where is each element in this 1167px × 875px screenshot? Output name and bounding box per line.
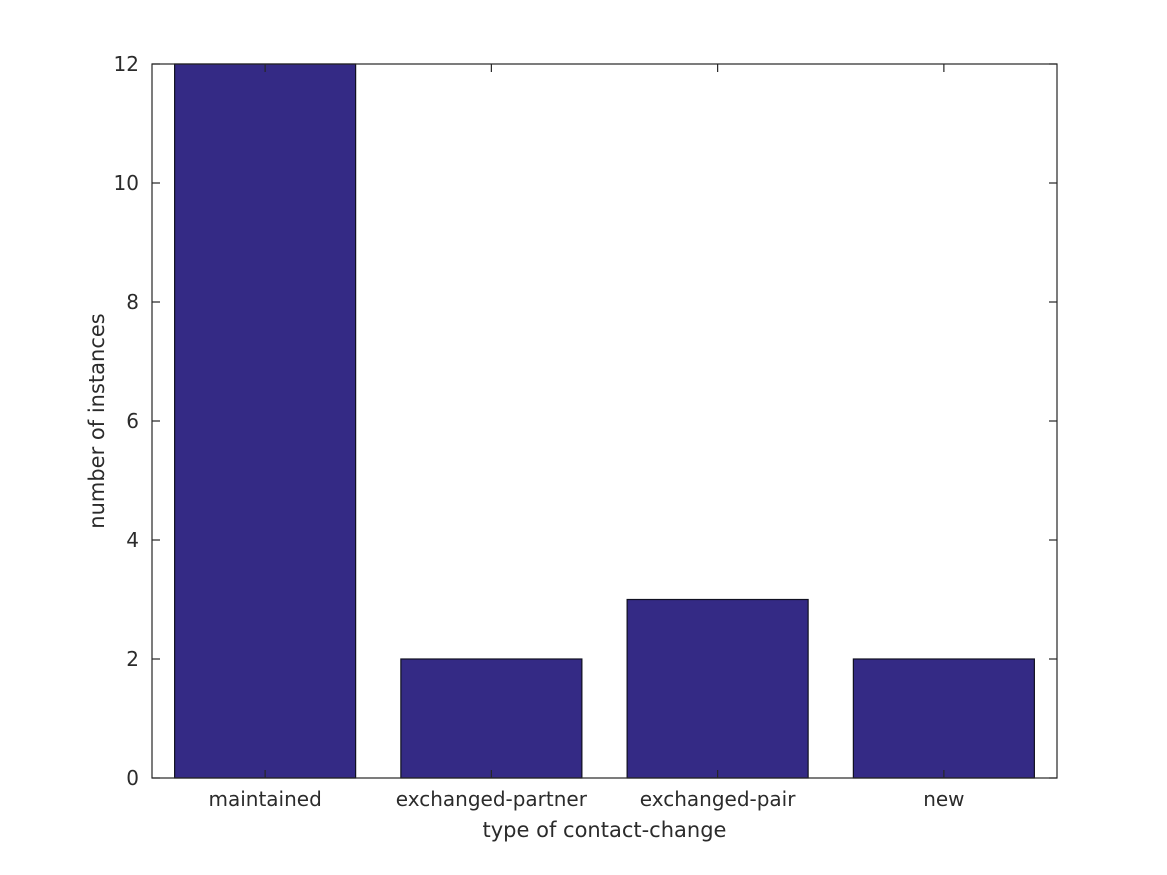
y-tick-label: 8 (126, 290, 139, 314)
y-tick-label: 6 (126, 409, 139, 433)
bar-exchanged-partner[interactable] (400, 658, 583, 779)
y-axis-title: number of instances (85, 313, 109, 529)
y-tick-label: 10 (114, 171, 139, 195)
y-tick-label: 2 (126, 647, 139, 671)
x-category-label: maintained (208, 787, 321, 811)
y-tick-label: 12 (114, 52, 139, 76)
bar-new[interactable] (852, 658, 1035, 779)
bar-maintained[interactable] (174, 63, 357, 779)
x-axis-title: type of contact-change (482, 818, 727, 842)
bar-exchanged-pair[interactable] (626, 598, 809, 779)
x-category-label: exchanged-pair (640, 787, 796, 811)
x-category-label: exchanged-partner (396, 787, 588, 811)
y-tick-label: 4 (126, 528, 139, 552)
y-tick-label: 0 (126, 766, 139, 790)
x-category-label: new (923, 787, 964, 811)
